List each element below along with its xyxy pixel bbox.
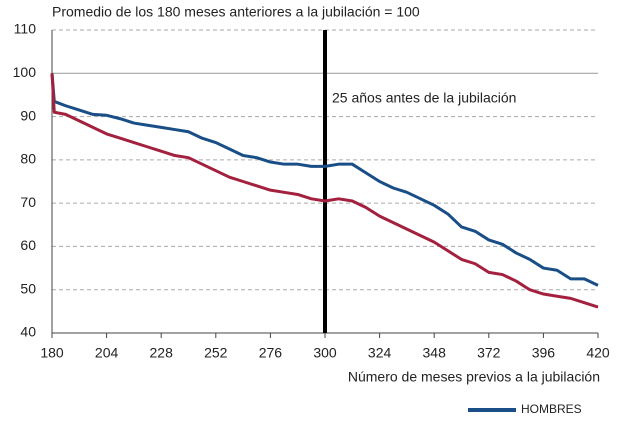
y-tick-label: 60 — [20, 237, 36, 253]
x-tick-label: 300 — [313, 345, 337, 361]
y-tick-label: 90 — [20, 107, 36, 123]
x-tick-label: 252 — [204, 345, 228, 361]
x-tick-label: 348 — [423, 345, 447, 361]
chart-title: Promedio de los 180 meses anteriores a l… — [52, 4, 420, 20]
y-tick-label: 40 — [20, 324, 36, 340]
x-tick-label: 276 — [259, 345, 283, 361]
x-axis-title: Número de meses previos a la jubilación — [348, 369, 600, 385]
x-tick-label: 420 — [586, 345, 610, 361]
annotation: 25 años antes de la jubilación — [332, 90, 516, 106]
x-tick-label: 204 — [95, 345, 119, 361]
y-tick-label: 100 — [13, 64, 37, 80]
x-tick-label: 324 — [368, 345, 392, 361]
y-tick-label: 70 — [20, 194, 36, 210]
y-tick-label: 50 — [20, 280, 36, 296]
x-tick-label: 396 — [532, 345, 556, 361]
series-line — [50, 73, 599, 309]
x-tick-label: 372 — [477, 345, 501, 361]
y-tick-label: 80 — [20, 151, 36, 167]
x-tick-label: 228 — [150, 345, 174, 361]
x-tick-label: 180 — [40, 345, 64, 361]
y-tick-label: 110 — [14, 21, 37, 37]
series-line — [50, 73, 599, 287]
legend-label: HOMBRES — [521, 402, 582, 416]
